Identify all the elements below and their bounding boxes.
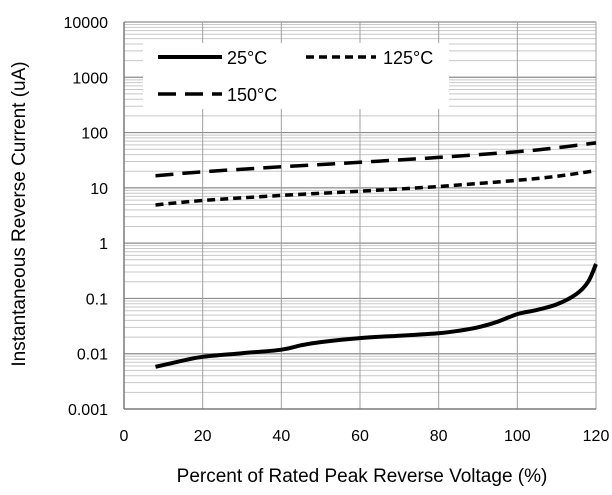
y-tick-label: 0.01 <box>77 347 108 364</box>
legend-label-150c: 150°C <box>227 85 277 105</box>
x-axis-label: Percent of Rated Peak Reverse Voltage (%… <box>177 466 548 487</box>
y-tick-label: 1 <box>99 236 108 253</box>
y-tick-label: 0.1 <box>86 291 108 308</box>
x-tick-label: 80 <box>430 428 448 445</box>
legend: 25°C 125°C 150°C <box>143 43 449 109</box>
axes <box>123 22 596 410</box>
legend-label-125c: 125°C <box>383 48 433 68</box>
y-tick-label: 10000 <box>64 15 109 32</box>
series-line-1 <box>155 168 597 207</box>
y-axis-label: Instantaneous Reverse Current (uA) <box>9 61 30 366</box>
x-tick-label: 100 <box>504 428 531 445</box>
x-tick-label: 60 <box>351 428 369 445</box>
series-line-0 <box>155 263 598 369</box>
series-line-2 <box>155 141 597 178</box>
x-tick-label: 40 <box>272 428 290 445</box>
x-tick-label: 120 <box>583 428 610 445</box>
legend-label-25c: 25°C <box>227 48 267 68</box>
series-lines <box>155 141 598 369</box>
y-tick-label: 10 <box>90 181 108 198</box>
grid <box>124 21 597 409</box>
tick-labels: 0 20 40 60 80 100 120 10000 1000 100 10 1 0.1 0.01 0.0… <box>64 15 610 445</box>
y-tick-label: 0.001 <box>68 402 108 419</box>
x-tick-label: 0 <box>120 428 129 445</box>
y-tick-label: 1000 <box>72 70 108 87</box>
y-tick-label: 100 <box>81 126 108 143</box>
legend-box <box>143 43 449 109</box>
x-tick-label: 20 <box>194 428 212 445</box>
